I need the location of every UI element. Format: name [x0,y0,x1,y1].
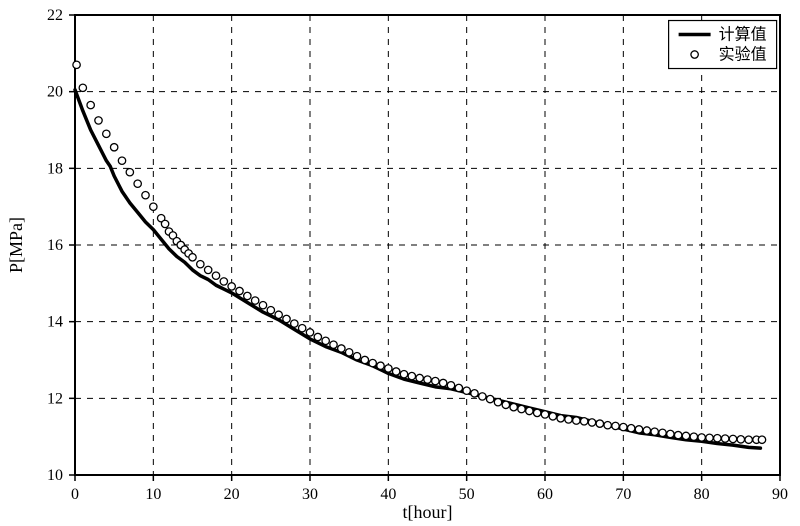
legend-marker-sample [691,51,698,58]
x-tick-label: 70 [615,486,631,503]
x-tick-label: 80 [694,486,710,503]
x-tick-label: 0 [71,486,79,503]
y-axis-label: P[MPa] [6,217,26,273]
x-tick-label: 30 [302,486,318,503]
x-tick-label: 20 [224,486,240,503]
x-tick-label: 60 [537,486,553,503]
y-tick-label: 20 [47,84,63,101]
y-tick-label: 14 [47,314,63,331]
pressure-chart: 0 10 20 30 40 50 60 70 80 90 10 12 14 16 18 20 22 t[hour]… [0,0,800,526]
x-tick-label: 40 [380,486,396,503]
legend-label-experimental: 实验值 [719,46,767,64]
x-axis-label: t[hour] [403,502,453,522]
y-tick-label: 12 [47,390,63,407]
y-tick-label: 18 [47,160,63,177]
legend: 计算值实验值 [669,21,777,69]
y-tick-label: 10 [47,467,63,484]
y-tick-label: 16 [47,237,63,254]
chart-container: 0 10 20 30 40 50 60 70 80 90 10 12 14 16 18 20 22 t[hour]… [0,0,800,526]
x-tick-label: 50 [459,486,475,503]
legend-label-calculated: 计算值 [719,25,767,44]
x-tick-label: 10 [145,486,161,503]
x-tick-label: 90 [772,486,788,503]
y-tick-label: 22 [47,7,63,24]
